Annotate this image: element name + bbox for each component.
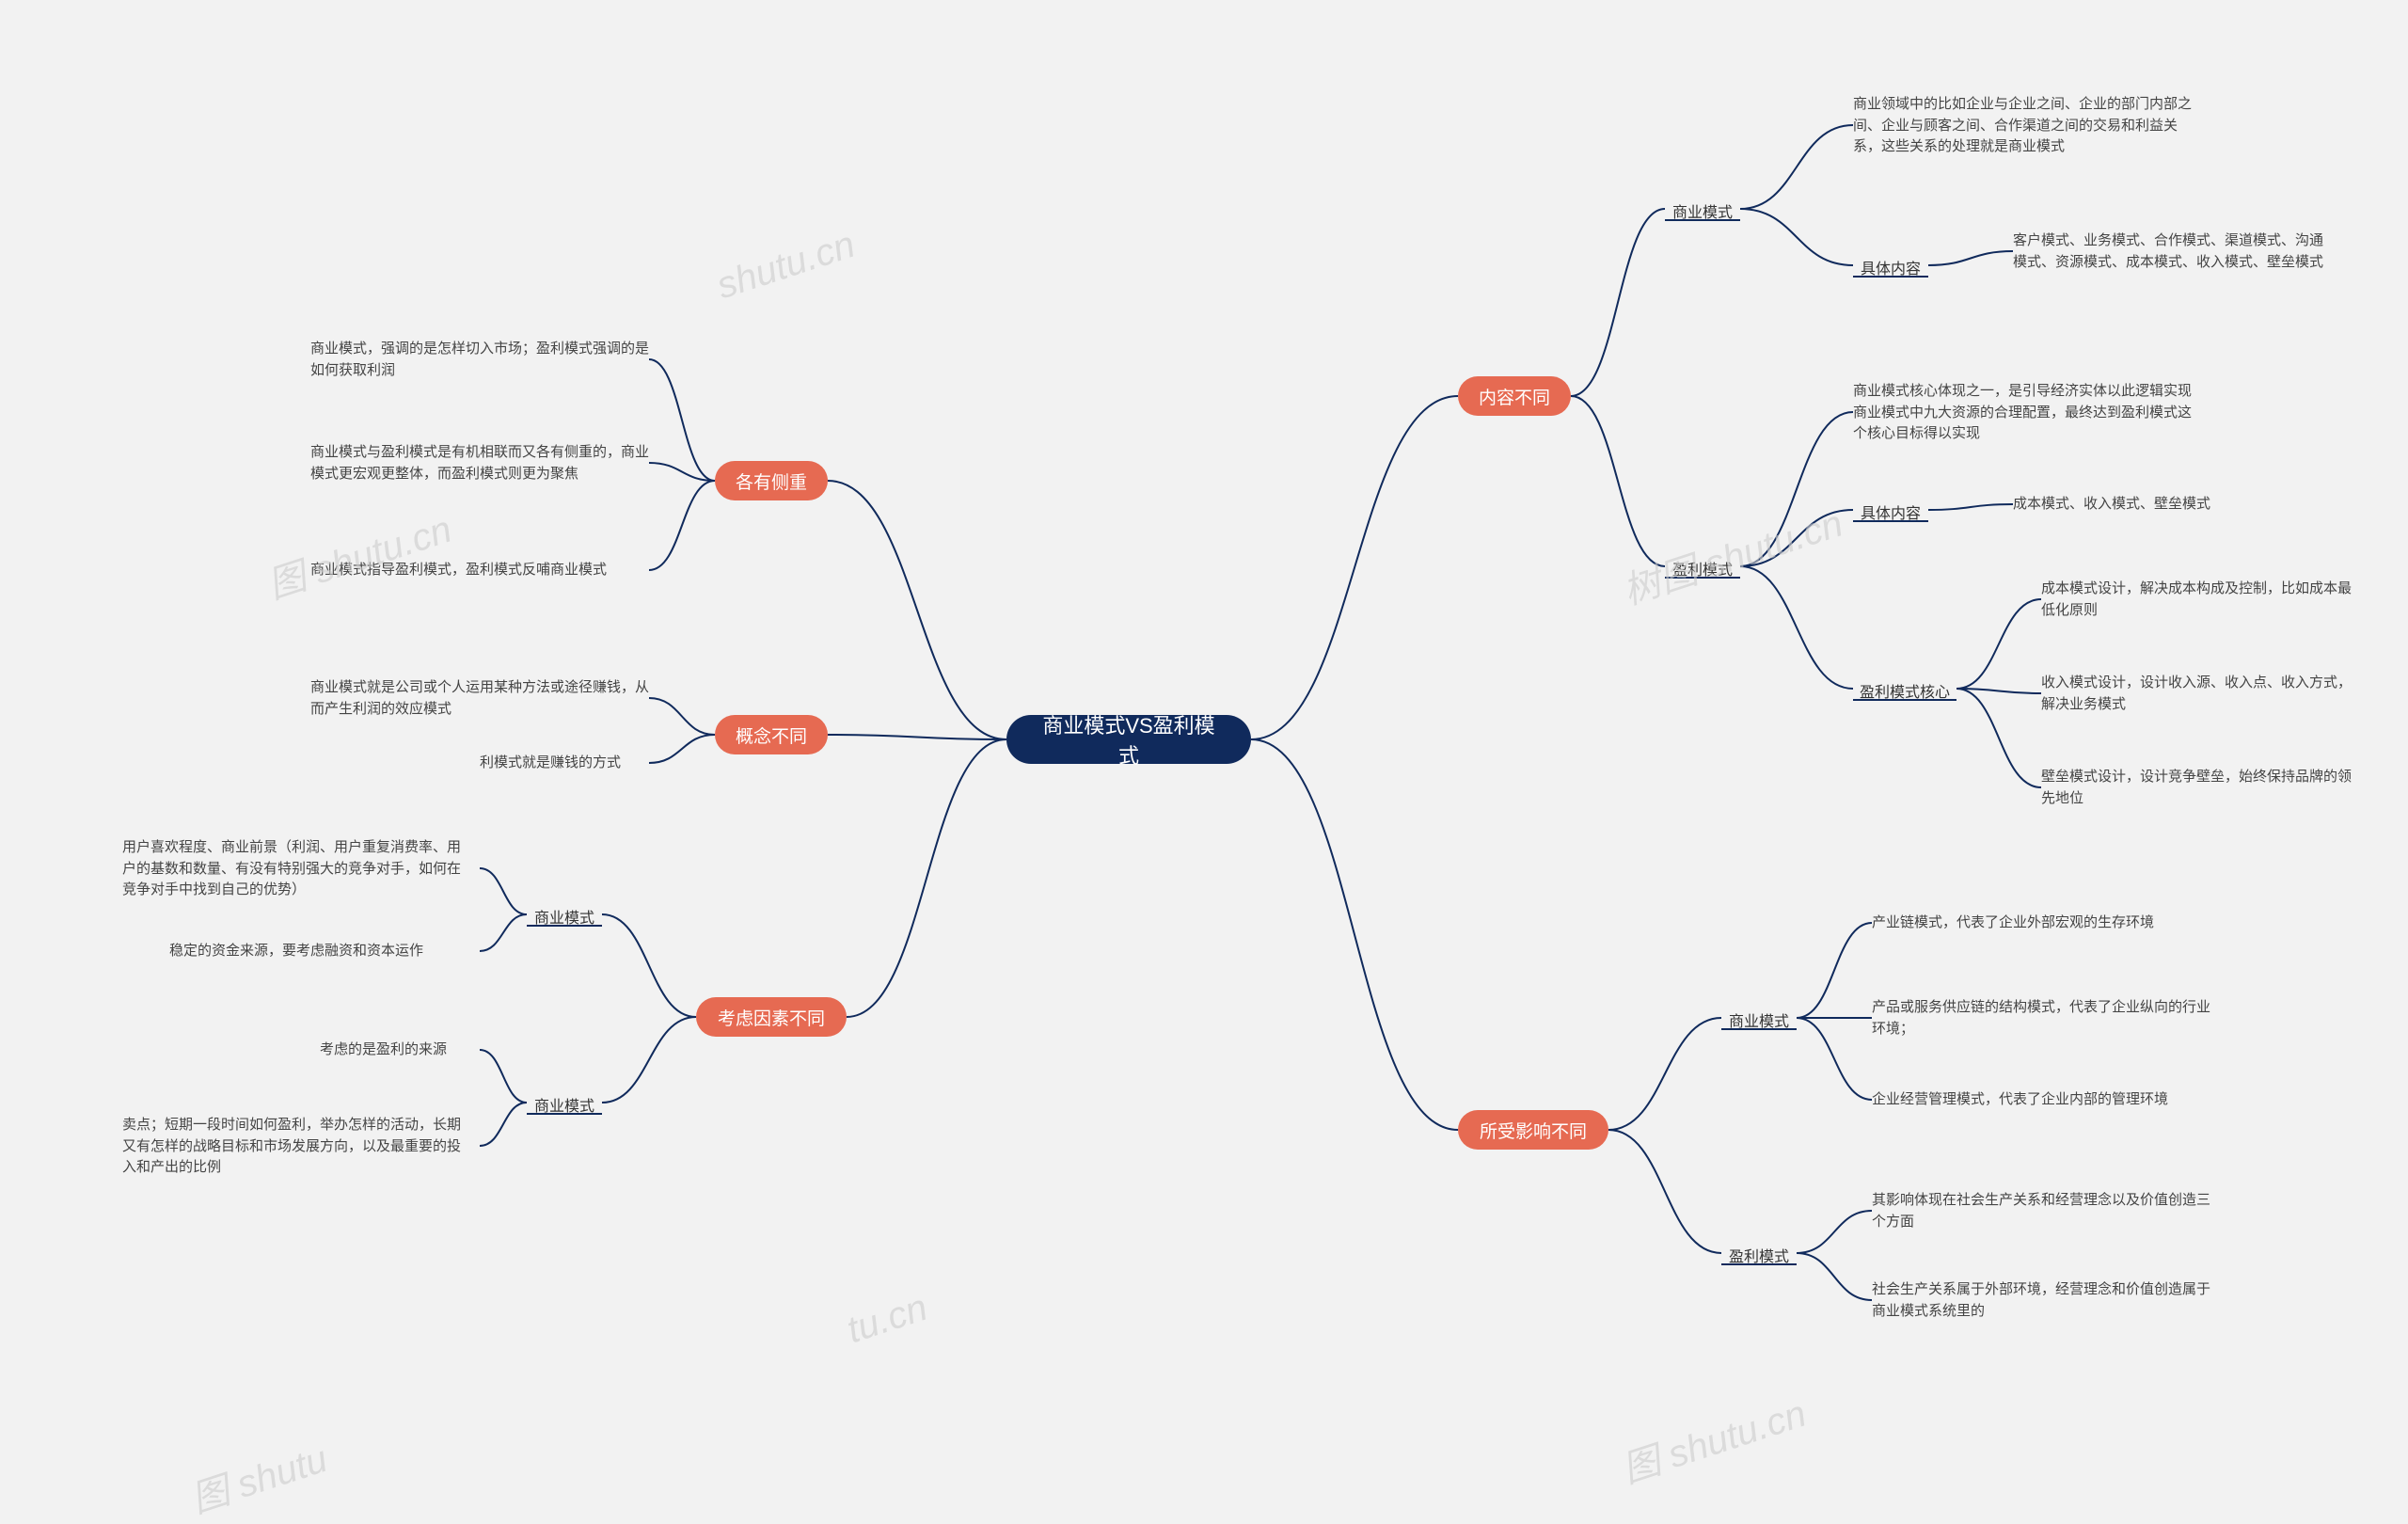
node-right-0-0-0: 商业领域中的比如企业与企业之间、企业的部门内部之间、企业与顾客之间、合作渠道之间… xyxy=(1853,94,2192,158)
leaf-left-2-1-0: 考虑的是盈利的来源 xyxy=(320,1040,480,1061)
node-right-0-1-1-0: 成本模式、收入模式、壁垒模式 xyxy=(2013,494,2276,516)
leaf-left-2-0-0: 用户喜欢程度、商业前景（利润、用户重复消费率、用户的基数和数量、有没有特别强大的… xyxy=(122,837,461,901)
node-right-1-1-0: 其影响体现在社会生产关系和经营理念以及价值创造三个方面 xyxy=(1872,1190,2210,1232)
node-right-0-1-2-1: 收入模式设计，设计收入源、收入点、收入方式，解决业务模式 xyxy=(2041,673,2361,715)
leaf-left-2-0-1: 稳定的资金来源，要考虑融资和资本运作 xyxy=(169,941,480,962)
leaf-left-1-1: 利模式就是赚钱的方式 xyxy=(480,753,649,774)
node-right-1-0-2: 企业经营管理模式，代表了企业内部的管理环境 xyxy=(1872,1089,2210,1111)
node-right-0-1-2: 盈利模式核心 xyxy=(1853,677,1956,704)
watermark-2: 树图 shutu.cn xyxy=(1615,493,1848,615)
leaf-left-0-2: 商业模式指导盈利模式，盈利模式反哺商业模式 xyxy=(310,560,649,581)
watermark-5: 图 shutu xyxy=(183,1428,334,1523)
node-right-0-0: 商业模式 xyxy=(1665,198,1740,224)
branch-left-1: 概念不同 xyxy=(715,715,828,754)
node-right-1-1-1: 社会生产关系属于外部环境，经营理念和价值创造属于商业模式系统里的 xyxy=(1872,1279,2210,1322)
node-right-1-0-0: 产业链模式，代表了企业外部宏观的生存环境 xyxy=(1872,913,2210,934)
leaf-left-0-0: 商业模式，强调的是怎样切入市场；盈利模式强调的是如何获取利润 xyxy=(310,339,649,381)
leaf-left-2-1-1: 卖点；短期一段时间如何盈利，举办怎样的活动，长期又有怎样的战略目标和市场发展方向… xyxy=(122,1115,461,1179)
watermark-4: 图 shutu.cn xyxy=(1614,1383,1812,1494)
leaf-left-1-0: 商业模式就是公司或个人运用某种方法或途径赚钱，从而产生利润的效应模式 xyxy=(310,677,649,720)
sub-left-2-0: 商业模式 xyxy=(527,903,602,929)
center-node: 商业模式VS盈利模式 xyxy=(1006,715,1251,764)
node-right-0-1-2-0: 成本模式设计，解决成本构成及控制，比如成本最低化原则 xyxy=(2041,579,2361,621)
watermark-0: 图 shutu.cn xyxy=(260,499,457,610)
sub-left-2-1: 商业模式 xyxy=(527,1091,602,1118)
node-right-1-0: 商业模式 xyxy=(1721,1007,1797,1033)
watermark-3: tu.cn xyxy=(842,1287,932,1353)
leaf-left-0-1: 商业模式与盈利模式是有机相联而又各有侧重的，商业模式更宏观更整体，而盈利模式则更… xyxy=(310,442,649,484)
branch-left-0: 各有侧重 xyxy=(715,461,828,500)
node-right-0-0-1: 具体内容 xyxy=(1853,254,1928,280)
node-right-1-0-1: 产品或服务供应链的结构模式，代表了企业纵向的行业环境； xyxy=(1872,997,2210,1040)
node-right-0-0-1-0: 客户模式、业务模式、合作模式、渠道模式、沟通模式、资源模式、成本模式、收入模式、… xyxy=(2013,230,2333,273)
mindmap-canvas: 商业模式VS盈利模式 各有侧重 商业模式，强调的是怎样切入市场；盈利模式强调的是如何… xyxy=(0,0,2408,1506)
branch-right-1: 所受影响不同 xyxy=(1458,1110,1608,1150)
node-right-0-1: 盈利模式 xyxy=(1665,555,1740,581)
node-right-0-1-2-2: 壁垒模式设计，设计竞争壁垒，始终保持品牌的领先地位 xyxy=(2041,767,2361,809)
branch-left-2: 考虑因素不同 xyxy=(696,997,847,1037)
watermark-1: shutu.cn xyxy=(712,224,861,309)
node-right-0-1-0: 商业模式核心体现之一，是引导经济实体以此逻辑实现商业模式中九大资源的合理配置，最… xyxy=(1853,381,2192,445)
branch-right-0: 内容不同 xyxy=(1458,376,1571,416)
node-right-0-1-1: 具体内容 xyxy=(1853,499,1928,525)
node-right-1-1: 盈利模式 xyxy=(1721,1242,1797,1268)
